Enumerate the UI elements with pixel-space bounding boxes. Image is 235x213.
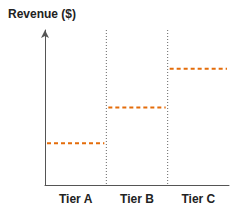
svg-text:Tier B: Tier B [120,192,154,206]
svg-text:Tier A: Tier A [59,192,93,206]
svg-text:Tier C: Tier C [181,192,215,206]
svg-text:Revenue ($): Revenue ($) [8,7,76,21]
